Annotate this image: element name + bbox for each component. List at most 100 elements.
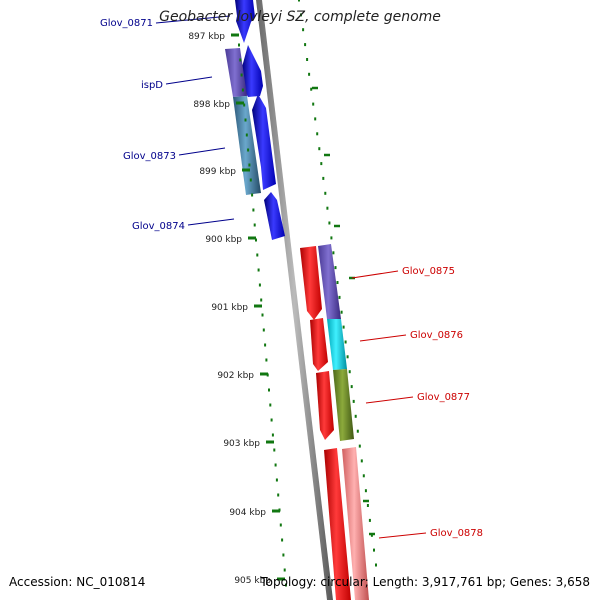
track-dot [314, 117, 317, 121]
gene-label[interactable]: ispD [141, 80, 163, 91]
accession-text: Accession: NC_010814 [9, 575, 146, 589]
gene-label[interactable]: Glov_0878 [430, 528, 483, 539]
track-dot [318, 147, 321, 151]
track-dot [298, 0, 300, 2]
track-dot [332, 251, 335, 255]
gene-leader-line [165, 76, 213, 85]
gene-bar-glov-0876 [327, 319, 347, 370]
track-dot [260, 298, 263, 302]
track-dot [370, 533, 373, 537]
cds-reverse-glov-0875 [300, 246, 322, 320]
tick-label: 904 kbp [229, 508, 266, 518]
gene-label[interactable]: Glov_0874 [132, 221, 185, 232]
track-dot [258, 283, 261, 287]
gene-leader-line [378, 532, 427, 539]
gene-leader-line [155, 15, 231, 24]
track-dot [283, 568, 286, 572]
track-dot [253, 223, 256, 227]
track-dot [257, 268, 260, 272]
track-dot [350, 385, 353, 389]
tick-label: 901 kbp [211, 303, 248, 313]
cds-forward-glov-0874 [264, 192, 285, 240]
track-dot [247, 148, 250, 152]
track-dot [362, 474, 365, 478]
track-dot [239, 58, 242, 62]
coordinate-dotted-track [238, 0, 377, 587]
track-dot [375, 563, 377, 567]
track-dot [340, 310, 343, 314]
gene-label[interactable]: Glov_0873 [123, 151, 176, 162]
tick-label: 899 kbp [199, 167, 236, 177]
gene-bar-glov-0873 [233, 96, 261, 195]
gene-bar-glov-0875 [318, 244, 341, 319]
gene-labels: Glov_0871 ispD Glov_0873 Glov_0874 Glov_0875… [100, 15, 483, 539]
tick-label: 898 kbp [193, 100, 230, 110]
track-dot [274, 463, 277, 467]
genome-summary-text: Topology: circular; Length: 3,917,761 bp… [260, 575, 590, 589]
track-dot [330, 236, 333, 240]
cds-reverse-glov-0876 [310, 318, 328, 371]
gene-label[interactable]: Glov_0876 [410, 330, 463, 341]
track-dot [306, 58, 309, 61]
track-dot [261, 313, 264, 317]
track-dot [262, 328, 265, 332]
track-dot [277, 493, 280, 497]
track-dot [364, 489, 367, 493]
tick-label: 903 kbp [223, 439, 260, 449]
track-dot [342, 325, 345, 329]
track-dot [281, 538, 284, 542]
track-dot [310, 87, 313, 91]
cds-forward-ispd [242, 45, 263, 97]
track-dot [244, 118, 247, 122]
track-dot [352, 399, 355, 403]
track-dot [238, 43, 240, 47]
track-dot [336, 281, 339, 284]
gene-leader-line [187, 218, 235, 226]
track-dot [373, 548, 375, 552]
track-dot [328, 221, 331, 225]
gene-leader-line [359, 334, 407, 342]
track-dot [348, 370, 351, 374]
track-dot [268, 388, 270, 392]
track-dot [366, 504, 369, 507]
track-dot [282, 553, 285, 557]
track-dot [255, 238, 257, 242]
track-dot [360, 459, 363, 463]
tick-label: 902 kbp [217, 371, 254, 381]
gene-label[interactable]: Glov_0877 [417, 392, 470, 403]
cds-forward-glov-0873 [252, 94, 276, 190]
track-dot [344, 340, 347, 344]
gene-leader-line [178, 147, 226, 156]
tick-label: 900 kbp [205, 235, 242, 245]
gene-bar-glov-0878 [342, 447, 369, 600]
track-dot [243, 103, 246, 107]
track-dot [316, 132, 319, 136]
track-dot [346, 355, 349, 359]
track-dot [326, 206, 329, 210]
track-dot [251, 193, 254, 197]
tick-label: 905 kbp [234, 576, 271, 586]
track-dot [279, 523, 282, 527]
gene-label[interactable]: Glov_0875 [402, 266, 455, 277]
gene-leader-line [351, 270, 399, 279]
cds-reverse-glov-0877 [316, 371, 334, 440]
track-dot [300, 13, 302, 17]
tick-label: 897 kbp [188, 32, 225, 42]
track-dot [252, 208, 255, 212]
track-dot [334, 266, 337, 270]
track-dot [241, 88, 244, 92]
genome-backbone [256, 0, 333, 600]
track-dot [248, 163, 251, 167]
track-dot [270, 418, 273, 422]
track-dot [264, 343, 267, 347]
gene-label[interactable]: Glov_0871 [100, 18, 153, 29]
track-dot [256, 253, 259, 257]
track-dot [265, 358, 268, 362]
track-dot [324, 191, 327, 195]
track-dot [269, 403, 272, 407]
gene-leader-line [365, 396, 414, 404]
track-dot [322, 176, 325, 180]
gene-bar-ispd [225, 48, 247, 97]
